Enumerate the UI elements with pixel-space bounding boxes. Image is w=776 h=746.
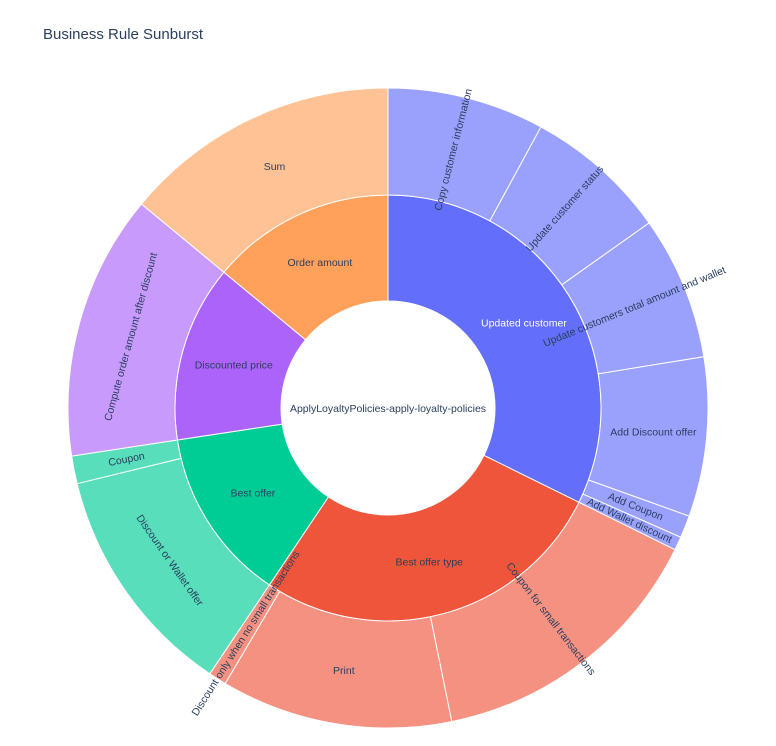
segment-sum[interactable] xyxy=(140,87,389,273)
label-sum: Sum xyxy=(264,161,286,173)
label-updated-customer: Updated customer xyxy=(481,318,567,330)
label-order-amount: Order amount xyxy=(287,257,352,269)
label-add-discount-offer: Add Discount offer xyxy=(610,426,697,438)
chart-title: Business Rule Sunburst xyxy=(43,26,204,43)
label-best-offer-type: Best offer type xyxy=(395,557,463,569)
label-print: Print xyxy=(333,665,355,677)
label-best-offer: Best offer xyxy=(231,488,276,500)
root-label: ApplyLoyaltyPolicies-apply-loyalty-polic… xyxy=(290,403,486,415)
label-discounted-price: Discounted price xyxy=(195,359,273,371)
